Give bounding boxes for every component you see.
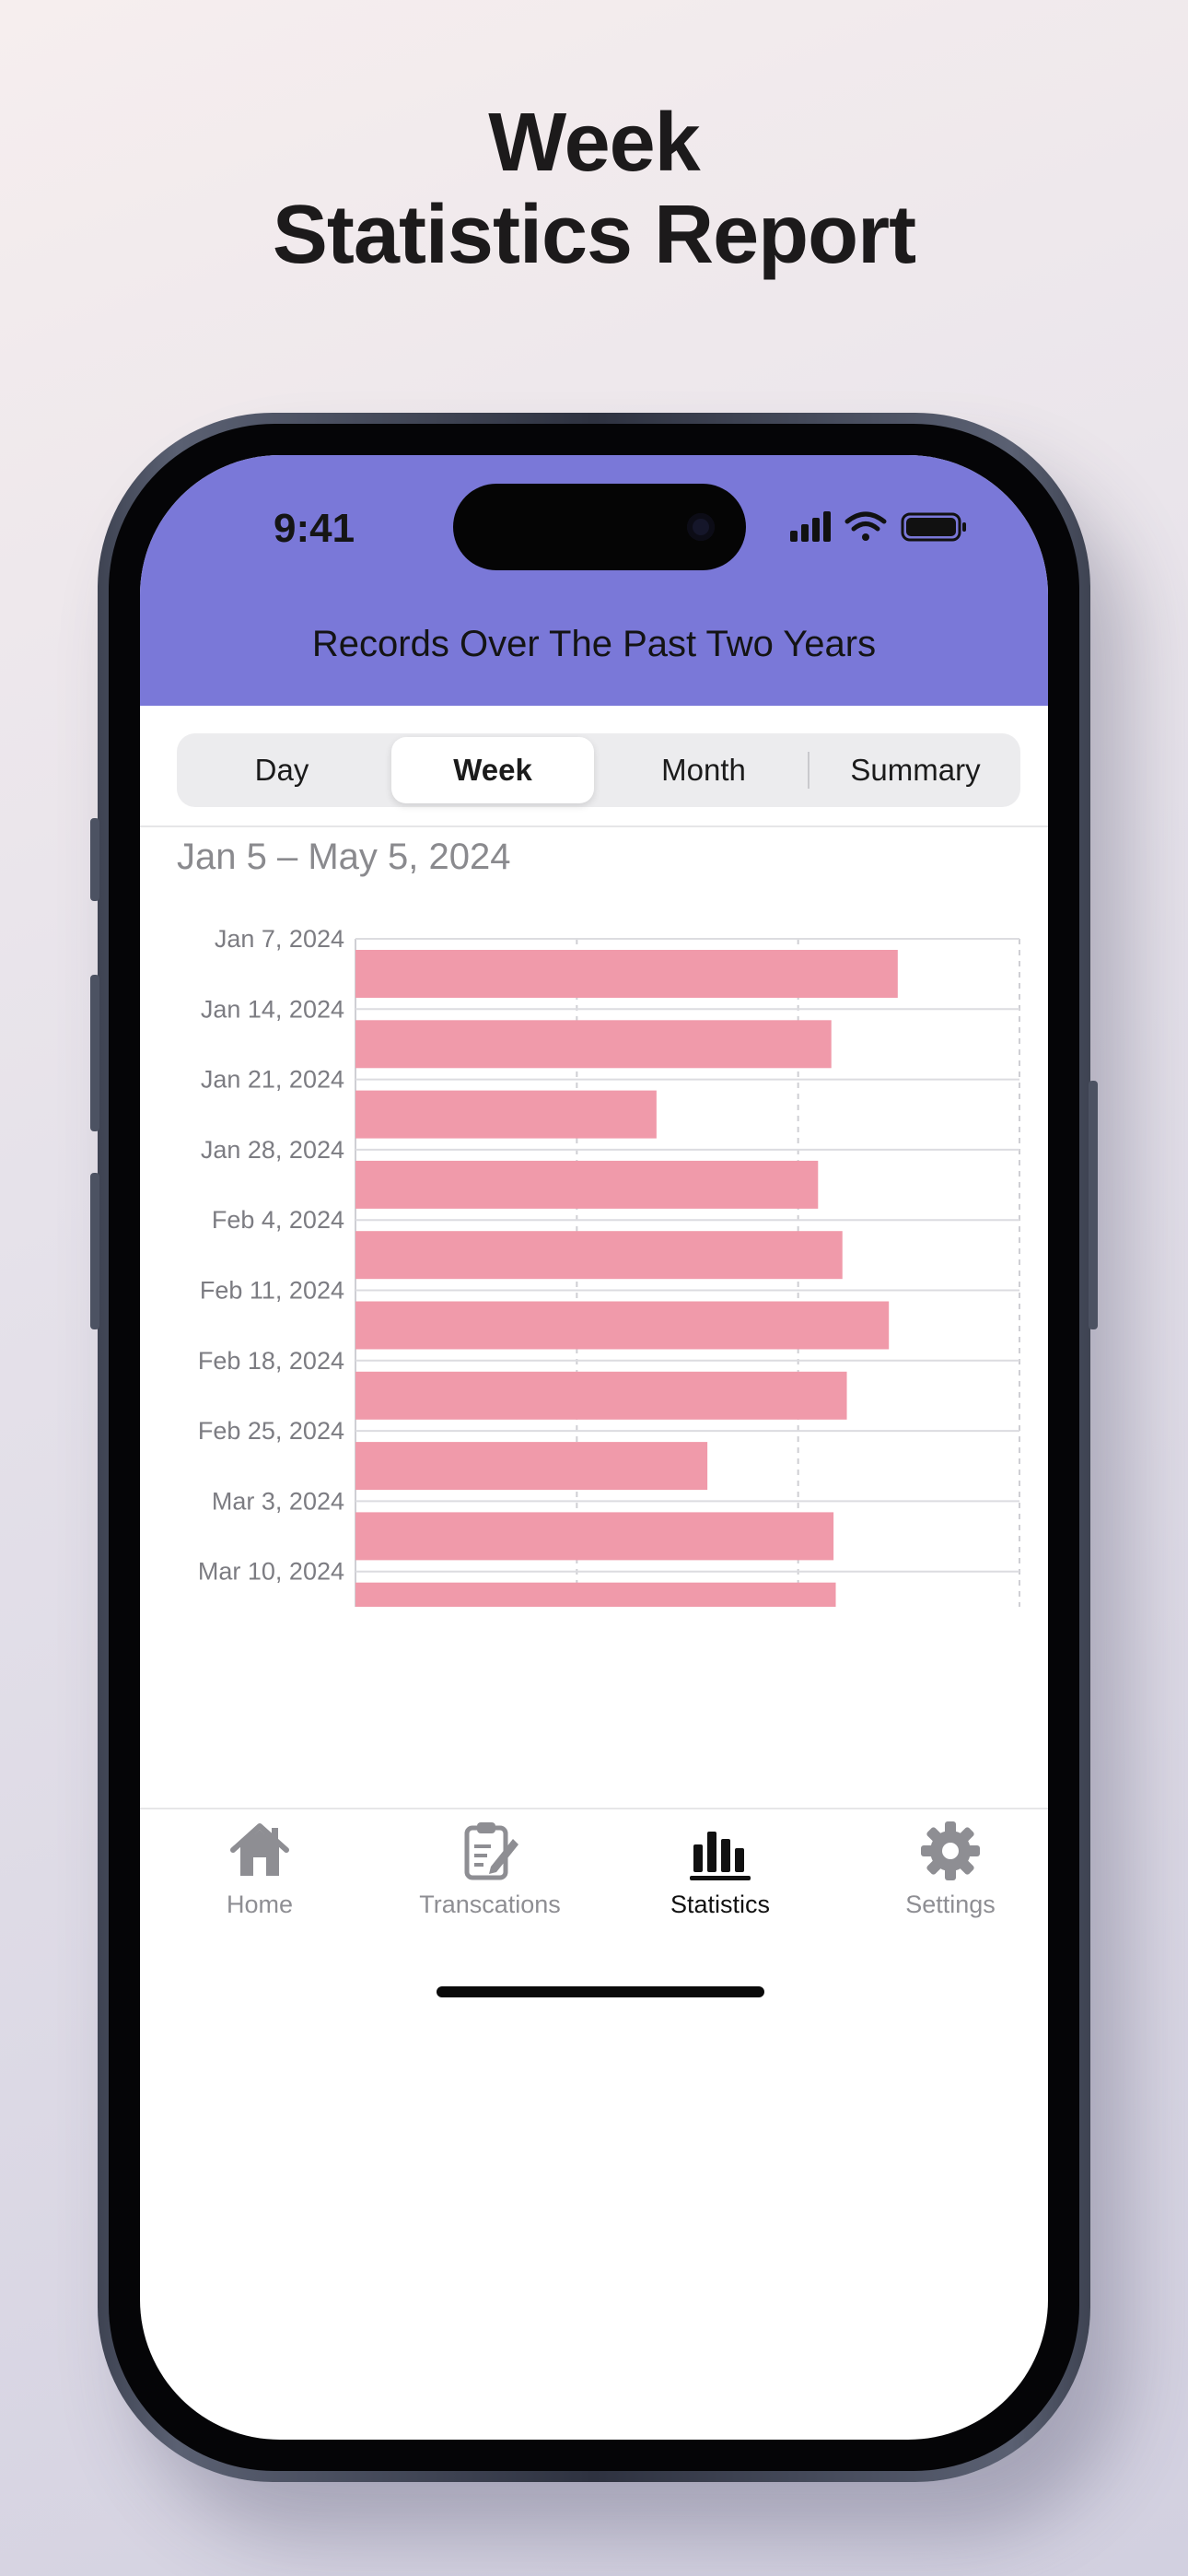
- tab-settings-label: Settings: [905, 1891, 996, 1918]
- bar-chart-icon: [690, 1832, 751, 1880]
- tab-bar: Home Transcations: [140, 1809, 1048, 1994]
- date-range-label: Jan 5 – May 5, 2024: [177, 837, 511, 877]
- segment-summary[interactable]: Summary: [850, 753, 981, 787]
- segment-week[interactable]: Week: [391, 737, 594, 803]
- screen: 9:41: [140, 455, 1048, 2440]
- category-label: Feb 18, 2024: [198, 1347, 344, 1375]
- bar: [355, 1442, 708, 1491]
- bar: [355, 1020, 832, 1069]
- category-label: Jan 28, 2024: [201, 1136, 344, 1164]
- tab-home-label: Home: [226, 1891, 294, 1918]
- bar: [355, 1090, 657, 1139]
- tabbar-divider: [140, 1808, 1048, 1809]
- volume-down-button: [90, 1173, 99, 1329]
- tab-statistics-label: Statistics: [670, 1891, 771, 1918]
- action-button: [90, 818, 99, 901]
- home-indicator: [437, 1986, 764, 1997]
- weekly-bar-chart: Jan 7, 2024 Jan 14, 2024 Jan 21, 2024 Jan 2…: [198, 925, 1020, 1607]
- power-button: [1089, 1081, 1098, 1329]
- tab-transactions[interactable]: Transcations: [379, 1809, 600, 1919]
- bar: [355, 1160, 819, 1209]
- category-label: Mar 10, 2024: [198, 1558, 344, 1586]
- headline-line-2: Statistics Report: [272, 189, 916, 281]
- dynamic-island: [453, 484, 746, 570]
- bar: [355, 1301, 890, 1350]
- segment-day[interactable]: Day: [254, 753, 309, 787]
- bar: [355, 1231, 843, 1280]
- tab-transactions-label: Transcations: [419, 1891, 561, 1918]
- category-label: Jan 21, 2024: [201, 1066, 344, 1094]
- segment-month[interactable]: Month: [661, 753, 746, 787]
- category-label: Mar 3, 2024: [212, 1487, 344, 1515]
- status-time: 9:41: [274, 506, 355, 551]
- bar: [355, 1582, 836, 1607]
- tab-settings[interactable]: Settings: [840, 1809, 1048, 1919]
- tab-home[interactable]: Home: [149, 1809, 370, 1919]
- battery-icon: [901, 512, 966, 542]
- category-label: Feb 25, 2024: [198, 1417, 344, 1445]
- wifi-icon: [844, 511, 887, 541]
- category-label: Jan 7, 2024: [215, 925, 344, 953]
- headline: Week Statistics Report: [0, 97, 1188, 281]
- segment-separator: [808, 752, 809, 789]
- bar: [355, 950, 898, 998]
- divider: [140, 825, 1048, 827]
- period-segmented-control: Day Week Month Summary: [177, 733, 1020, 807]
- category-label: Feb 4, 2024: [212, 1206, 344, 1234]
- category-label: Jan 14, 2024: [201, 995, 344, 1023]
- house-icon: [230, 1823, 289, 1876]
- bezel: 9:41: [109, 424, 1079, 2471]
- volume-up-button: [90, 975, 99, 1131]
- tab-statistics[interactable]: Statistics: [610, 1809, 831, 1919]
- phone-frame: 9:41: [90, 413, 1098, 2482]
- headline-line-1: Week: [488, 97, 700, 189]
- signal-icon: [790, 511, 831, 542]
- gear-icon: [921, 1821, 980, 1880]
- status-icons: [790, 511, 966, 542]
- clipboard-icon: [464, 1822, 518, 1880]
- app-header: 9:41: [140, 455, 1048, 706]
- header-title: Records Over The Past Two Years: [311, 624, 877, 664]
- category-label: Feb 11, 2024: [200, 1277, 344, 1305]
- bar: [355, 1512, 834, 1561]
- camera-icon: [687, 513, 715, 541]
- bar: [355, 1371, 847, 1420]
